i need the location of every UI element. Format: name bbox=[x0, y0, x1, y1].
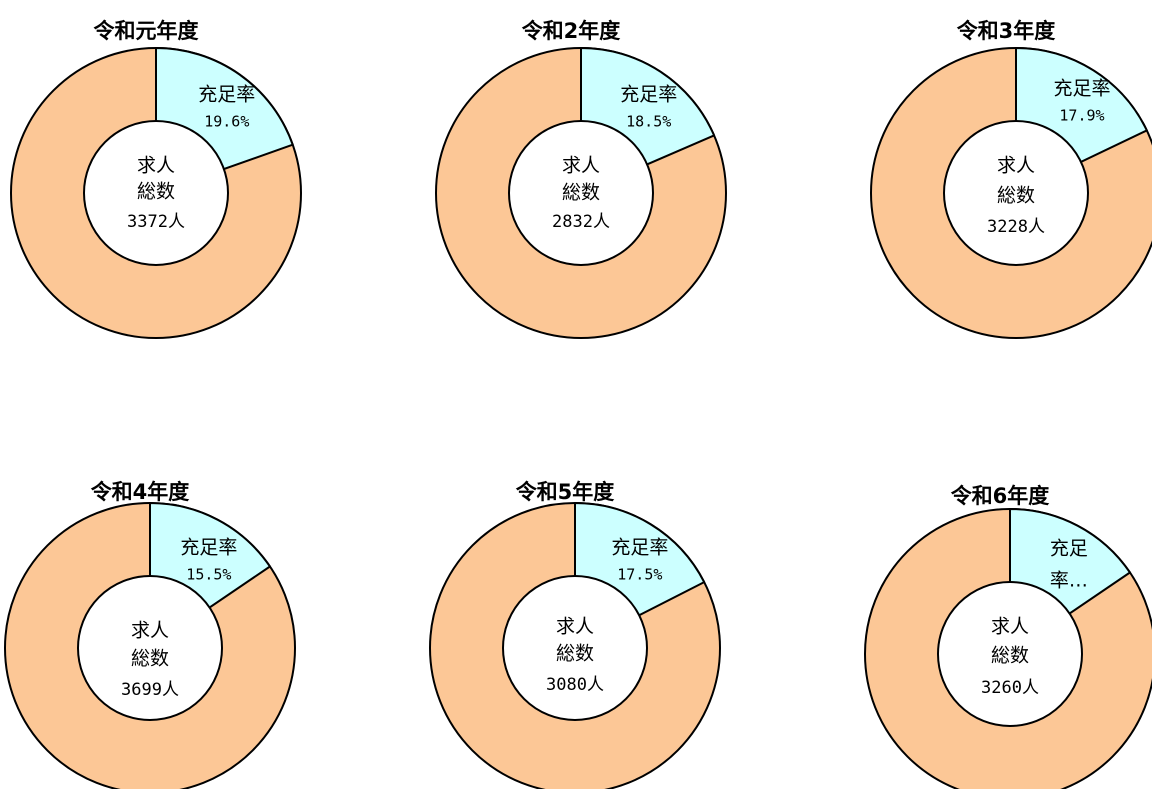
chart-title: 令和3年度 bbox=[957, 19, 1056, 43]
center-total-value: 3260人 bbox=[981, 678, 1039, 698]
segment-label: 充足率 bbox=[180, 537, 237, 559]
segment-label: 充足率 bbox=[620, 84, 677, 106]
segment-value-label: 19.6% bbox=[204, 113, 249, 131]
center-label-line1: 求人 bbox=[137, 155, 175, 177]
segment-label: 充足 bbox=[1050, 538, 1088, 560]
center-label-line2: 総数 bbox=[137, 181, 175, 203]
donut-hole bbox=[937, 581, 1083, 727]
center-label-line2: 総数 bbox=[991, 645, 1029, 667]
center-total-value: 2832人 bbox=[552, 212, 610, 232]
segment-label: 充足率 bbox=[198, 84, 255, 106]
chart-title: 令和元年度 bbox=[94, 19, 199, 43]
center-total-value: 3228人 bbox=[987, 217, 1045, 237]
segment-value-label: 15.5% bbox=[186, 566, 231, 584]
center-label-line2: 総数 bbox=[997, 185, 1035, 207]
center-label-line2: 総数 bbox=[131, 648, 169, 670]
center-label-line1: 求人 bbox=[556, 616, 594, 638]
donut-hole bbox=[508, 120, 654, 266]
segment-value-label: 18.5% bbox=[626, 113, 671, 131]
segment-value-label: 17.9% bbox=[1059, 107, 1104, 125]
donut-hole bbox=[943, 120, 1089, 266]
center-label-line1: 求人 bbox=[562, 155, 600, 177]
segment-label: 充足率 bbox=[1053, 78, 1110, 100]
donut-hole bbox=[502, 575, 648, 721]
center-total-value: 3699人 bbox=[121, 680, 179, 700]
chart-title: 令和6年度 bbox=[951, 484, 1050, 508]
center-total-value: 3080人 bbox=[546, 675, 604, 695]
chart-title: 令和5年度 bbox=[516, 480, 615, 504]
chart-title: 令和4年度 bbox=[91, 480, 190, 504]
segment-value-label: 17.5% bbox=[617, 566, 662, 584]
center-label-line2: 総数 bbox=[556, 643, 594, 665]
center-label-line1: 求人 bbox=[131, 620, 169, 642]
center-total-value: 3372人 bbox=[127, 212, 185, 232]
center-label-line2: 総数 bbox=[562, 182, 600, 204]
segment-label: 充足率 bbox=[611, 537, 668, 559]
segment-value-label: 率… bbox=[1050, 570, 1088, 592]
chart-title: 令和2年度 bbox=[522, 19, 621, 43]
donut-hole bbox=[77, 575, 223, 721]
donut-hole bbox=[83, 120, 229, 266]
center-label-line1: 求人 bbox=[997, 155, 1035, 177]
center-label-line1: 求人 bbox=[991, 616, 1029, 638]
